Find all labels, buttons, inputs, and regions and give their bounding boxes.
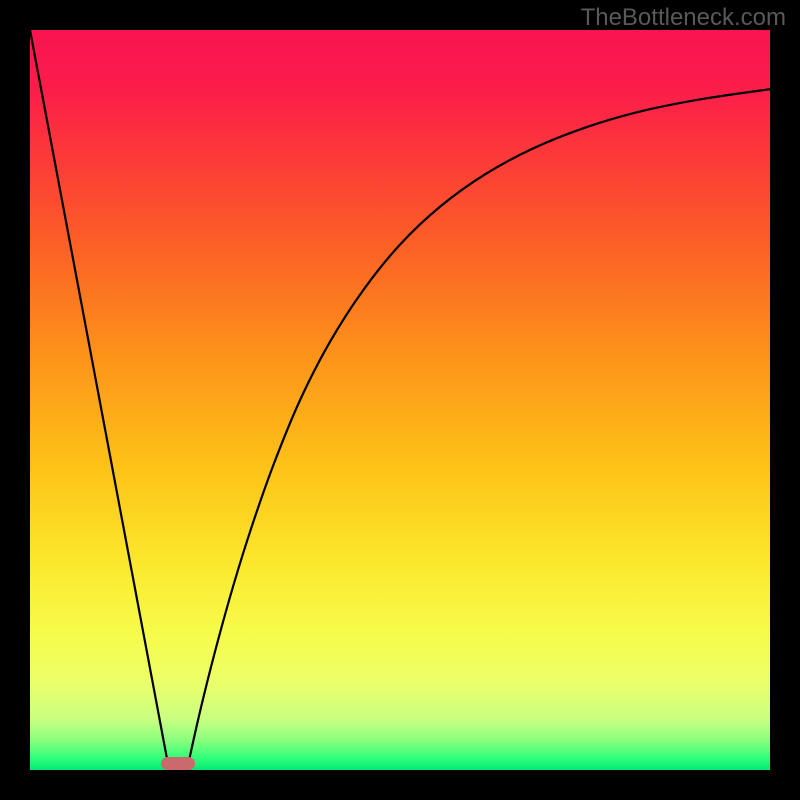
plot-area <box>30 30 770 770</box>
bottleneck-curve <box>30 30 770 770</box>
watermark-text: TheBottleneck.com <box>581 4 786 32</box>
curve-left-branch <box>30 30 169 770</box>
optimum-marker <box>161 757 195 770</box>
curve-right-branch <box>187 89 770 770</box>
